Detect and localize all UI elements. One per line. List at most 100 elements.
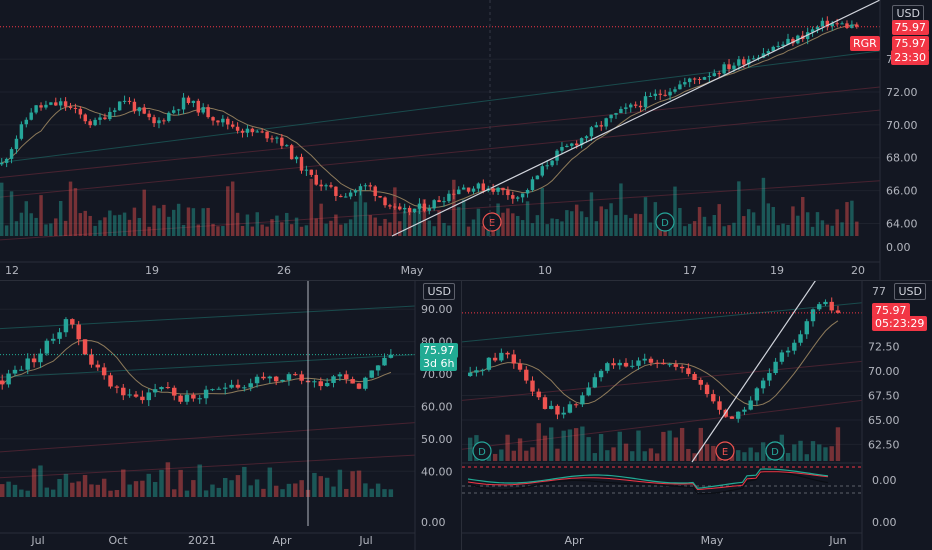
volume-bar	[82, 475, 88, 497]
volume-bar	[255, 212, 259, 236]
currency-label[interactable]: USD	[892, 5, 924, 22]
event-letter: D	[478, 447, 486, 458]
candle-body	[751, 58, 756, 60]
volume-bar	[422, 199, 427, 236]
time-tick-label: Apr	[564, 534, 584, 547]
candle-body	[511, 195, 515, 199]
candle-body	[748, 400, 753, 410]
candle-body	[93, 119, 97, 126]
volume-bar	[304, 225, 309, 236]
candle-body	[594, 125, 599, 128]
volume-bar	[132, 207, 137, 236]
volume-bar	[619, 183, 623, 236]
candle-body	[39, 105, 43, 108]
volume-bar	[820, 220, 825, 236]
volume-bar	[542, 435, 548, 461]
time-tick-label: Apr	[272, 534, 292, 547]
volume-bar	[245, 214, 250, 236]
volume-bar	[152, 205, 156, 236]
volume-bar	[825, 224, 830, 236]
candle-body	[506, 190, 510, 196]
currency-label[interactable]: USD	[894, 283, 926, 300]
volume-bar	[402, 210, 407, 236]
symbol-tag: RGR	[850, 36, 880, 51]
volume-bar	[830, 225, 834, 236]
volume-bar	[383, 218, 387, 236]
candle-body	[70, 319, 75, 325]
volume-tick-label: 0.00	[872, 516, 897, 529]
candle-body	[501, 187, 505, 191]
candle-body	[378, 195, 382, 198]
candle-body	[611, 363, 616, 366]
volume-bar	[511, 450, 516, 461]
volume-bar	[742, 452, 747, 461]
candle-body	[586, 387, 591, 396]
volume-bar	[314, 218, 318, 236]
candle-body	[63, 101, 68, 107]
candle-body	[791, 38, 795, 44]
candle-body	[781, 44, 785, 46]
bottom-left-chart-pane[interactable]: 90.0080.0070.0060.0050.0040.00JulOct2021…	[0, 281, 462, 550]
volume-bar	[540, 187, 545, 236]
volume-bar	[748, 447, 753, 461]
volume-bar	[117, 214, 122, 236]
trend-line	[391, 0, 881, 237]
candle-body	[492, 357, 498, 361]
volume-bar	[191, 208, 196, 236]
top-chart-pane[interactable]: 74.0072.0070.0068.0066.0064.00121926May1…	[0, 0, 932, 281]
volume-bar	[197, 464, 202, 497]
candle-body	[686, 368, 691, 374]
volume-bar	[344, 488, 349, 497]
candle-body	[337, 374, 343, 377]
volume-bar	[44, 224, 48, 236]
volume-bar	[736, 450, 741, 461]
candle-body	[203, 389, 209, 399]
volume-bar	[57, 479, 62, 497]
candle-body	[229, 384, 234, 388]
candle-body	[525, 190, 530, 194]
volume-bar	[683, 226, 687, 236]
price-tick-label: 60.00	[421, 400, 453, 413]
candle-body	[835, 310, 841, 313]
volume-bar	[378, 225, 382, 236]
volume-bar	[452, 179, 456, 236]
channel-line	[0, 354, 416, 378]
volume-bar	[611, 447, 616, 461]
candle-body	[570, 143, 574, 146]
time-tick-label: 19	[145, 264, 159, 277]
candle-body	[617, 362, 622, 366]
volume-bar	[468, 437, 473, 461]
candle-body	[108, 111, 112, 120]
candle-body	[766, 51, 771, 54]
currency-label[interactable]: USD	[423, 283, 455, 300]
volume-bar	[142, 189, 146, 236]
candle-body	[542, 397, 548, 409]
candle-body	[804, 321, 809, 335]
channel-line	[0, 305, 416, 330]
candle-body	[704, 384, 710, 395]
volume-bar	[579, 211, 584, 236]
candle-body	[712, 73, 717, 77]
earnings-event-icon	[715, 441, 735, 461]
volume-bar	[584, 217, 589, 236]
volume-bar	[265, 226, 269, 236]
daily-price-chart[interactable]: 72.5070.0067.5065.0062.50AprMayJunDDED77…	[462, 281, 932, 550]
candle-body	[614, 113, 618, 115]
top-price-chart[interactable]: 74.0072.0070.0068.0066.0064.00121926May1…	[0, 0, 932, 280]
volume-bar	[363, 202, 368, 236]
volume-bar	[159, 469, 164, 497]
candle-body	[461, 187, 466, 190]
candle-body	[422, 203, 427, 211]
volume-bar	[727, 225, 731, 236]
candle-body	[348, 192, 353, 197]
volume-bar	[412, 208, 417, 236]
weekly-price-chart[interactable]: 90.0080.0070.0060.0050.0040.00JulOct2021…	[0, 281, 461, 550]
candle-body	[267, 376, 273, 379]
time-tick-label: 19	[770, 264, 784, 277]
candle-body	[592, 377, 598, 388]
volume-bar	[530, 223, 535, 236]
bottom-right-chart-pane[interactable]: 72.5070.0067.5065.0062.50AprMayJunDDED77…	[462, 281, 932, 550]
volume-bar	[267, 467, 273, 497]
volume-bar	[704, 443, 710, 461]
candle-body	[589, 127, 594, 137]
